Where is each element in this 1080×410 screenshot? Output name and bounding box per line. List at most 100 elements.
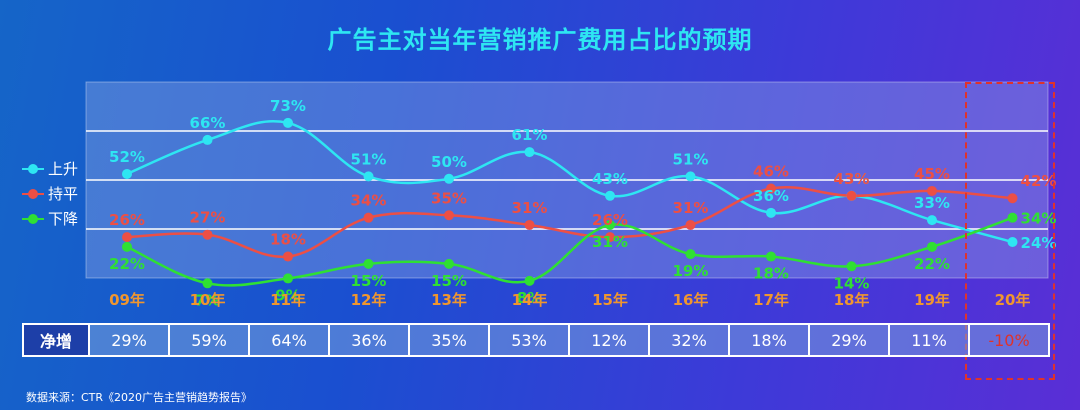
data-source-note: 数据来源：CTR《2020广告主营销趋势报告》: [26, 391, 253, 404]
net-increase-cell: 53%: [488, 323, 570, 357]
data-point: [685, 249, 696, 260]
net-increase-table: 净增 29% 59% 64% 36% 35% 53% 12% 32% 18% 2…: [22, 323, 1050, 357]
net-increase-header: 净增: [22, 323, 90, 357]
data-point: [605, 219, 615, 230]
data-point: [605, 190, 615, 201]
x-tick-label: 15年: [592, 291, 628, 309]
x-tick-label: 13年: [431, 291, 467, 309]
data-point: [1007, 193, 1018, 204]
data-label: 27%: [190, 209, 226, 227]
data-label: 22%: [914, 255, 950, 273]
data-label: 61%: [512, 126, 548, 144]
data-points: [122, 117, 1018, 289]
data-label: 26%: [592, 211, 628, 229]
series-line-2: [126, 216, 1013, 287]
net-increase-row: 净增 29% 59% 64% 36% 35% 53% 12% 32% 18% 2…: [22, 323, 1050, 357]
legend-up: 上升: [22, 158, 78, 179]
data-point: [524, 219, 535, 230]
legend-up-marker-icon: [22, 163, 44, 174]
net-increase-cell: 29%: [808, 323, 890, 357]
net-increase-cell: 18%: [728, 323, 810, 357]
data-label: 73%: [270, 97, 306, 115]
x-tick-label: 12年: [351, 291, 387, 309]
legend-down-marker-icon: [22, 213, 44, 224]
data-label: 26%: [109, 211, 145, 229]
data-label: 33%: [914, 194, 950, 212]
data-label: 35%: [431, 189, 467, 207]
net-increase-cell: 32%: [648, 323, 730, 357]
data-label: 31%: [592, 233, 628, 251]
data-point: [363, 171, 374, 182]
data-label: 18%: [753, 265, 789, 283]
x-tick-label: 16年: [673, 291, 709, 309]
data-point: [283, 117, 293, 128]
data-point: [1007, 212, 1018, 223]
x-axis-labels: 09年 10年 11年 12年 13年 14年 15年 16年 17年 18年 19年 20年: [109, 291, 1030, 309]
data-point: [846, 190, 857, 201]
x-tick-label: 18年: [834, 291, 870, 309]
data-label: 43%: [834, 170, 870, 188]
data-point: [363, 258, 374, 269]
data-label: 43%: [592, 170, 628, 188]
data-point: [202, 278, 213, 289]
x-tick-label: 10年: [190, 291, 226, 309]
data-point: [202, 229, 213, 240]
net-increase-cell: 35%: [408, 323, 490, 357]
data-point: [444, 173, 454, 184]
data-point: [444, 210, 454, 221]
x-tick-label: 09年: [109, 291, 145, 309]
data-label: 15%: [351, 272, 387, 290]
data-point: [122, 168, 132, 179]
legend-down-label: 下降: [48, 210, 79, 228]
data-label: 24%: [1021, 234, 1057, 252]
grid-lines: [86, 130, 1048, 230]
data-label: 22%: [109, 255, 145, 273]
data-point: [766, 207, 776, 218]
data-label: 34%: [351, 192, 387, 210]
x-tick-label: 11年: [270, 291, 306, 309]
data-point: [927, 241, 937, 252]
data-label: 45%: [914, 165, 950, 183]
legend-flat-label: 持平: [48, 185, 79, 203]
chart-title: 广告主对当年营销推广费用占比的预期: [327, 26, 753, 54]
x-tick-label: 14年: [512, 291, 548, 309]
data-point: [1007, 236, 1018, 247]
data-point: [283, 251, 293, 262]
data-point: [524, 147, 535, 158]
data-label: 46%: [753, 163, 789, 181]
data-point: [444, 258, 454, 269]
data-point: [363, 212, 374, 223]
data-label: 19%: [673, 262, 709, 280]
data-label: 51%: [673, 150, 709, 168]
data-label: 31%: [512, 199, 548, 217]
data-label: 34%: [1021, 210, 1057, 228]
data-label: 8%: [517, 289, 542, 307]
net-increase-cell: 64%: [248, 323, 330, 357]
data-label: 14%: [834, 274, 870, 292]
data-point: [927, 215, 937, 226]
data-point: [202, 134, 213, 145]
data-label: 42%: [1021, 172, 1057, 190]
data-label: 9%: [275, 286, 300, 304]
data-point: [283, 273, 293, 284]
net-increase-cell: 59%: [168, 323, 250, 357]
net-increase-cell: 12%: [568, 323, 650, 357]
data-label: 7%: [195, 291, 220, 309]
legend-flat: 持平: [22, 183, 78, 204]
data-label: 15%: [431, 272, 467, 290]
data-point: [524, 275, 535, 286]
net-increase-cell: 36%: [328, 323, 410, 357]
data-label: 31%: [673, 199, 709, 217]
data-label: 66%: [190, 114, 226, 132]
data-point: [605, 232, 615, 243]
data-label: 51%: [351, 150, 387, 168]
data-label: 50%: [431, 153, 467, 171]
data-label: 52%: [109, 148, 145, 166]
data-point: [122, 232, 132, 243]
x-tick-label: 17年: [753, 291, 789, 309]
forecast-highlight-box: [965, 82, 1055, 380]
data-label: 18%: [270, 231, 306, 249]
x-tick-label: 19年: [914, 291, 950, 309]
data-point: [846, 261, 857, 272]
